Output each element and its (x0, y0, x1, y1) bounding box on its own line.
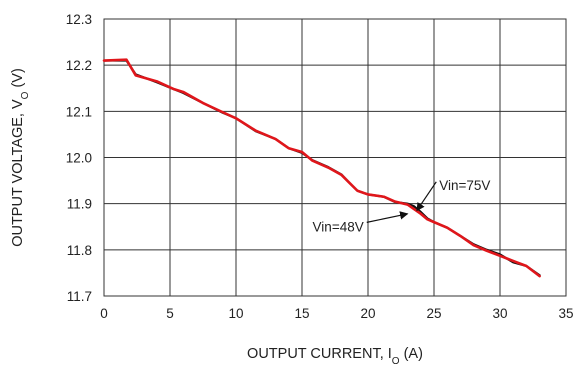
annotation-label: Vin=75V (439, 178, 490, 193)
x-tick-label: 20 (360, 306, 375, 321)
series-lines (102, 58, 541, 278)
y-tick-label: 12.3 (66, 12, 92, 27)
y-axis-label: OUTPUT VOLTAGE, VO (V) (10, 68, 31, 247)
x-axis-label: OUTPUT CURRENT, IO (A) (247, 346, 423, 365)
annotation-arrow (416, 181, 437, 212)
x-tick-label: 30 (492, 306, 507, 321)
y-tick-label: 11.7 (67, 289, 92, 304)
y-tick-label: 12.1 (66, 104, 92, 119)
y-tick-label: 11.8 (67, 243, 92, 258)
y-tick-label: 12.0 (66, 151, 92, 166)
x-tick-label: 35 (558, 306, 573, 321)
tick-labels: 0 5 10 15 20 25 30 35 11.7 11.8 11.9 12.0 12.1 12.2 12… (66, 12, 574, 321)
x-tick-label: 0 (100, 306, 108, 321)
series-line-vin-75v (102, 59, 541, 277)
y-tick-label: 11.9 (67, 197, 92, 212)
x-tick-label: 5 (166, 306, 174, 321)
series-line-vin-48v (102, 58, 541, 278)
annotation-arrow (366, 211, 409, 223)
annotation-label: Vin=48V (313, 219, 364, 234)
x-tick-label: 10 (228, 306, 243, 321)
x-tick-label: 25 (426, 306, 441, 321)
y-tick-label: 12.2 (66, 58, 92, 73)
annotations: Vin=75V Vin=48V (313, 178, 491, 235)
plot-frame (103, 18, 567, 297)
x-tick-label: 15 (294, 306, 309, 321)
